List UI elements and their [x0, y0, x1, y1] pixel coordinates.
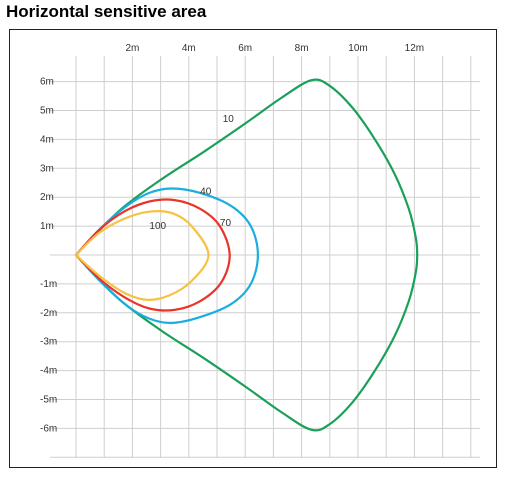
y-tick-label: 5m — [40, 106, 54, 117]
series — [74, 78, 419, 432]
grid — [50, 56, 480, 458]
y-tick-label: -2m — [40, 308, 57, 319]
series-curve-70 — [74, 198, 231, 312]
y-tick-label: 3m — [40, 163, 54, 174]
y-tick-label: -1m — [40, 279, 57, 290]
curve-label-100: 100 — [149, 221, 166, 232]
y-tick-label: -6m — [40, 423, 57, 434]
x-tick-label: 4m — [182, 43, 196, 54]
y-tick-label: 1m — [40, 221, 54, 232]
tick-labels: 2m 4m 6m 8m 10m 12m 6m 5m 4m 3m 2m 1m -1m -2m -3m -4m -5… — [40, 43, 424, 434]
series-curve-40 — [74, 187, 259, 325]
sensitive-area-chart: 2m 4m 6m 8m 10m 12m 6m 5m 4m 3m 2m 1m -1m -2m -3m -4m -5… — [40, 43, 480, 458]
y-tick-label: -3m — [40, 337, 57, 348]
x-tick-label: 10m — [348, 43, 367, 54]
chart-frame: 2m 4m 6m 8m 10m 12m 6m 5m 4m 3m 2m 1m -1m -2m -3m -4m -5… — [9, 29, 497, 468]
curve-labels: 10 40 70 100 — [149, 114, 234, 232]
series-curve-10 — [74, 78, 419, 432]
curve-label-70: 70 — [220, 218, 232, 229]
y-tick-label: -5m — [40, 395, 57, 406]
curve-label-40: 40 — [200, 186, 212, 197]
x-tick-label: 2m — [125, 43, 139, 54]
y-tick-label: 4m — [40, 134, 54, 145]
y-tick-label: 2m — [40, 192, 54, 203]
page-title: Horizontal sensitive area — [6, 2, 207, 21]
x-tick-label: 8m — [295, 43, 309, 54]
x-tick-label: 12m — [405, 43, 424, 54]
curve-label-10: 10 — [223, 114, 235, 125]
x-tick-label: 6m — [238, 43, 252, 54]
y-tick-label: 6m — [40, 77, 54, 88]
y-tick-label: -4m — [40, 366, 57, 377]
series-curve-100 — [74, 209, 210, 301]
